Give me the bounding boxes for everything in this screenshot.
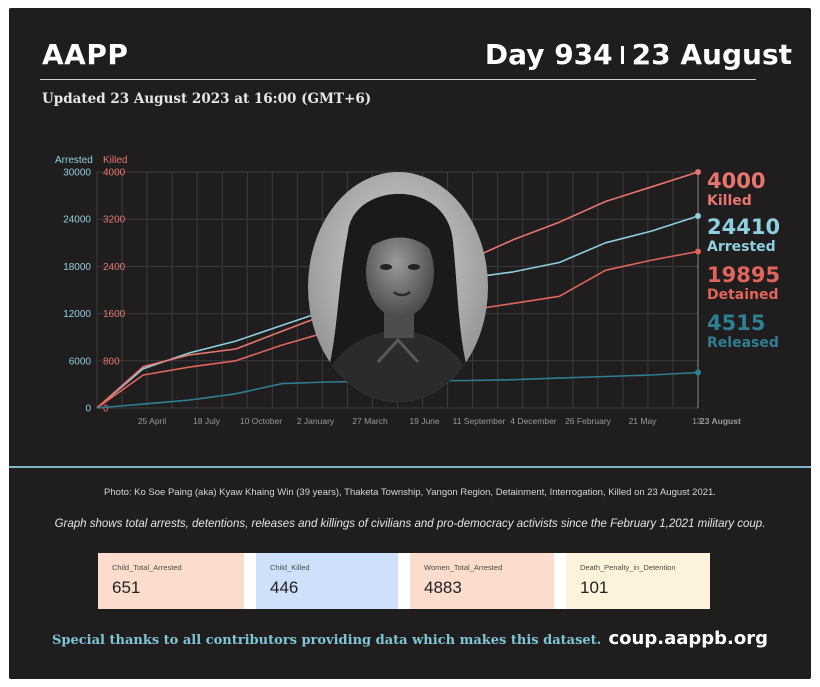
x-tick-label: 2 January bbox=[297, 416, 335, 426]
y-tick-label-arrested: 12000 bbox=[63, 309, 91, 320]
photo-caption: Photo: Ko Soe Paing (aka) Kyaw Khaing Wi… bbox=[104, 487, 716, 498]
series-endpoint-killed bbox=[695, 169, 701, 175]
stat-value: 446 bbox=[270, 578, 299, 597]
website-link[interactable]: coup.aappb.org bbox=[608, 628, 769, 649]
stat-value: 101 bbox=[580, 578, 609, 597]
y-tick-label-killed: 1600 bbox=[103, 309, 126, 320]
y-tick-label-arrested: 6000 bbox=[69, 356, 92, 367]
y-tick-label-killed: 2400 bbox=[103, 262, 126, 273]
x-tick-label: 4 December bbox=[510, 416, 556, 426]
stat-label: Women_Total_Arrested bbox=[424, 563, 503, 572]
y-tick-label-killed: 3200 bbox=[103, 215, 126, 226]
updated-timestamp: Updated 23 August 2023 at 16:00 (GMT+6) bbox=[42, 91, 372, 107]
header-rule bbox=[40, 79, 756, 80]
stats-panel: Child_Total_Arrested 651 Child_Killed 44… bbox=[98, 553, 710, 609]
stat-value: 4883 bbox=[424, 578, 462, 597]
section-divider bbox=[9, 466, 811, 468]
x-tick-label: 19 June bbox=[409, 416, 440, 426]
day-date-heading: Day 934 23 August bbox=[485, 38, 792, 71]
x-tick-label: 21 May bbox=[629, 416, 658, 426]
series-endpoint-detained bbox=[695, 248, 701, 255]
x-tick-label: 27 March bbox=[352, 416, 388, 426]
x-tick-label: 18 July bbox=[193, 416, 221, 426]
stat-child-total-arrested: Child_Total_Arrested 651 bbox=[98, 553, 244, 609]
brand-title: AAPP bbox=[42, 38, 129, 71]
stat-value: 651 bbox=[112, 578, 141, 597]
thanks-note: Special thanks to all contributors provi… bbox=[52, 633, 602, 648]
separator-bar bbox=[620, 46, 624, 64]
x-tick-label: 11 September bbox=[453, 416, 506, 426]
series-endpoint-arrested bbox=[695, 212, 701, 219]
day-counter: Day 934 bbox=[484, 38, 613, 71]
y-tick-label-arrested: 24000 bbox=[63, 215, 91, 226]
end-label-value: 4515 bbox=[707, 311, 765, 335]
axis-title-arrested: Arrested bbox=[55, 155, 93, 166]
stat-child-killed: Child_Killed 446 bbox=[256, 553, 398, 609]
series-endpoint-released bbox=[695, 369, 701, 376]
y-tick-label-killed: 0 bbox=[103, 404, 109, 415]
end-label-name: Detained bbox=[707, 287, 779, 303]
stat-women-total-arrested: Women_Total_Arrested 4883 bbox=[410, 553, 554, 609]
stat-label: Child_Total_Arrested bbox=[112, 563, 182, 572]
victim-portrait bbox=[308, 172, 488, 402]
stat-death-penalty-in-detention: Death_Penalty_in_Detention 101 bbox=[566, 553, 710, 609]
stat-label: Child_Killed bbox=[270, 563, 310, 572]
end-label-name: Arrested bbox=[707, 239, 776, 255]
end-label-value: 19895 bbox=[707, 263, 780, 287]
end-label-name: Killed bbox=[707, 193, 752, 209]
x-tick-label: 10 October bbox=[240, 416, 282, 426]
y-tick-label-killed: 800 bbox=[103, 356, 120, 367]
y-tick-label-killed: 4000 bbox=[103, 168, 126, 179]
heading-date: 23 August bbox=[631, 38, 792, 71]
end-label-value: 24410 bbox=[707, 215, 780, 239]
end-label-value: 4000 bbox=[707, 169, 765, 193]
end-label-name: Released bbox=[707, 335, 779, 351]
x-tick-label: 23 August bbox=[700, 416, 741, 426]
chart-axes: 0 0 6000 800 12000 1600 18000 2400 24000 3200 3000… bbox=[55, 155, 741, 426]
y-tick-label-arrested: 30000 bbox=[63, 168, 91, 179]
y-tick-label-arrested: 0 bbox=[85, 404, 91, 415]
stat-label: Death_Penalty_in_Detention bbox=[580, 563, 676, 572]
x-tick-label: 13 bbox=[692, 416, 702, 426]
graph-note: Graph shows total arrests, detentions, r… bbox=[54, 518, 766, 530]
y-tick-label-arrested: 18000 bbox=[63, 262, 91, 273]
axis-title-killed: Killed bbox=[103, 155, 127, 166]
x-tick-label: 26 February bbox=[565, 416, 612, 426]
portrait-illustration bbox=[308, 172, 488, 402]
x-tick-label: 25 April bbox=[138, 416, 166, 426]
